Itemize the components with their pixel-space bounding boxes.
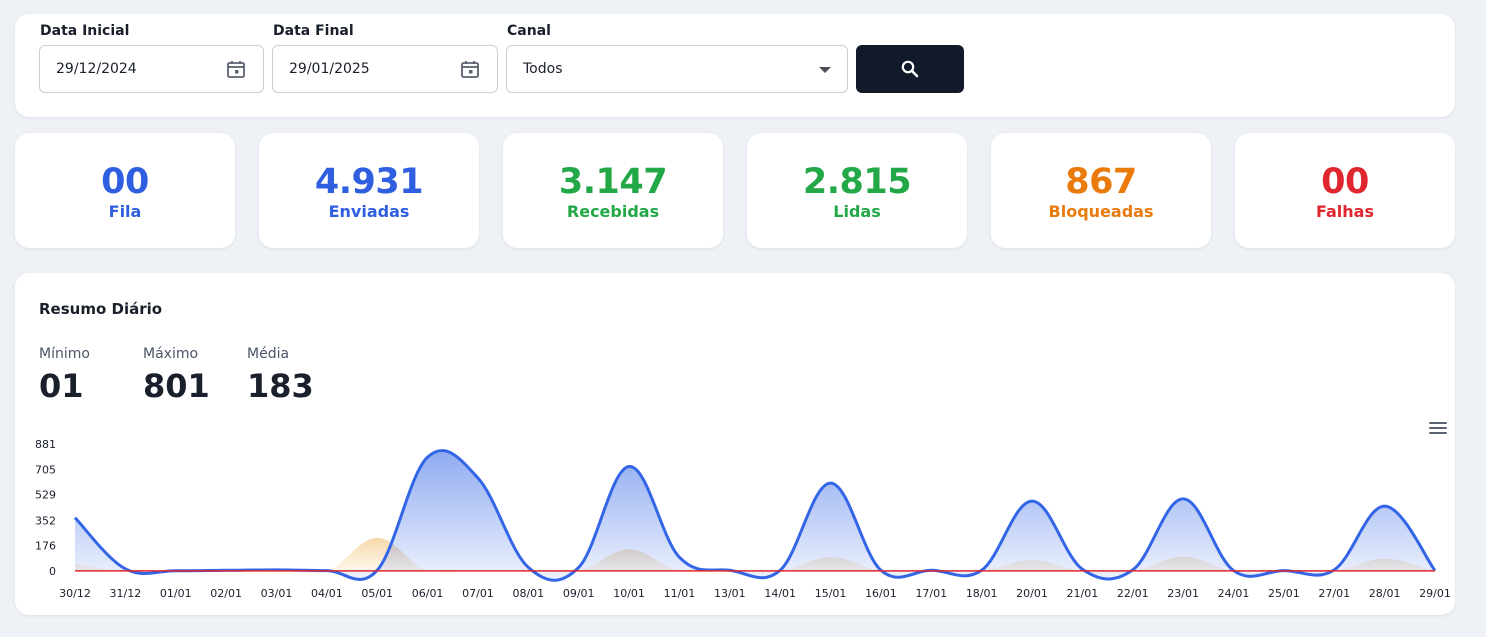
x-tick-label: 14/01: [764, 587, 796, 600]
stat-card-recebidas: 3.147 Recebidas: [503, 133, 723, 248]
start-date-field[interactable]: 29/12/2024: [39, 45, 264, 93]
calendar-icon[interactable]: [226, 59, 246, 79]
metric-max-value: 801: [143, 367, 210, 405]
end-date-value: 29/01/2025: [289, 61, 370, 77]
x-tick-label: 02/01: [210, 587, 242, 600]
search-button[interactable]: [856, 45, 964, 93]
x-tick-label: 01/01: [160, 587, 192, 600]
channel-select[interactable]: Todos: [506, 45, 848, 93]
stat-label: Recebidas: [566, 202, 660, 221]
metric-min-value: 01: [39, 367, 84, 405]
metric-min-label: Mínimo: [39, 346, 90, 362]
x-tick-label: 18/01: [966, 587, 998, 600]
area-chart: 0 176 352 529 705 881 30/12 31/12 01/01 02/01 03/0…: [35, 438, 1451, 600]
x-tick-label: 27/01: [1318, 587, 1350, 600]
stat-value: 867: [1065, 162, 1137, 202]
x-tick-label: 15/01: [815, 587, 847, 600]
x-tick-label: 06/01: [412, 587, 444, 600]
x-tick-label: 04/01: [311, 587, 343, 600]
stat-value: 4.931: [314, 162, 424, 202]
x-tick-label: 25/01: [1268, 587, 1300, 600]
stat-label: Bloqueadas: [1048, 202, 1154, 221]
x-tick-label: 11/01: [664, 587, 696, 600]
x-tick-label: 22/01: [1117, 587, 1149, 600]
y-tick-label: 352: [35, 514, 56, 527]
daily-summary-card: Resumo Diário Mínimo 01 Máximo 801 Média…: [15, 273, 1455, 615]
stat-value: 3.147: [558, 162, 668, 202]
series-line-0: [73, 449, 1437, 582]
x-tick-label: 08/01: [512, 587, 544, 600]
x-tick-label: 13/01: [714, 587, 746, 600]
start-date-label: Data Inicial: [40, 23, 130, 39]
stat-label: Enviadas: [328, 202, 410, 221]
x-tick-label: 29/01: [1419, 587, 1451, 600]
calendar-icon[interactable]: [460, 59, 480, 79]
filter-bar: Data Inicial 29/12/2024 Data Final 29/01…: [15, 14, 1455, 117]
x-tick-label: 09/01: [563, 587, 595, 600]
stat-card-falhas: 00 Falhas: [1235, 133, 1455, 248]
stat-label: Fila: [108, 202, 142, 221]
channel-label: Canal: [507, 23, 551, 39]
metric-min: Mínimo 01: [39, 346, 90, 404]
channel-value: Todos: [523, 61, 563, 77]
x-tick-label: 30/12: [59, 587, 91, 600]
y-tick-label: 705: [35, 463, 56, 476]
stat-value: 2.815: [802, 162, 912, 202]
x-tick-label: 31/12: [110, 587, 142, 600]
x-tick-label: 20/01: [1016, 587, 1048, 600]
x-tick-label: 24/01: [1218, 587, 1250, 600]
end-date-field[interactable]: 29/01/2025: [272, 45, 498, 93]
x-tick-label: 23/01: [1167, 587, 1199, 600]
stat-card-bloqueadas: 867 Bloqueadas: [991, 133, 1211, 248]
metric-avg-value: 183: [247, 367, 314, 405]
metric-avg: Média 183: [247, 346, 314, 404]
stat-label: Falhas: [1316, 202, 1374, 221]
stat-card-lidas: 2.815 Lidas: [747, 133, 967, 248]
x-tick-label: 10/01: [613, 587, 645, 600]
x-tick-label: 21/01: [1067, 587, 1099, 600]
metric-max: Máximo 801: [143, 346, 210, 404]
metric-avg-label: Média: [247, 346, 290, 362]
x-tick-label: 07/01: [462, 587, 494, 600]
x-tick-label: 17/01: [915, 587, 947, 600]
y-tick-label: 176: [35, 540, 56, 553]
search-icon: [901, 60, 919, 78]
series-area-0: [75, 450, 1435, 581]
stat-card-enviadas: 4.931 Enviadas: [259, 133, 479, 248]
x-tick-label: 28/01: [1369, 587, 1401, 600]
metric-max-label: Máximo: [143, 346, 199, 362]
x-tick-label: 03/01: [261, 587, 293, 600]
chart-title: Resumo Diário: [39, 300, 163, 318]
stat-value: 00: [101, 162, 149, 202]
y-tick-label: 0: [49, 565, 56, 578]
stat-card-fila: 00 Fila: [15, 133, 235, 248]
stat-label: Lidas: [833, 202, 881, 221]
stat-value: 00: [1321, 162, 1369, 202]
end-date-label: Data Final: [273, 23, 354, 39]
hamburger-menu-icon[interactable]: [1429, 422, 1447, 436]
x-tick-label: 05/01: [361, 587, 393, 600]
chevron-down-icon: [819, 67, 831, 73]
x-tick-label: 16/01: [865, 587, 897, 600]
y-tick-label: 529: [35, 489, 56, 502]
y-tick-label: 881: [35, 438, 56, 451]
start-date-value: 29/12/2024: [56, 61, 137, 77]
